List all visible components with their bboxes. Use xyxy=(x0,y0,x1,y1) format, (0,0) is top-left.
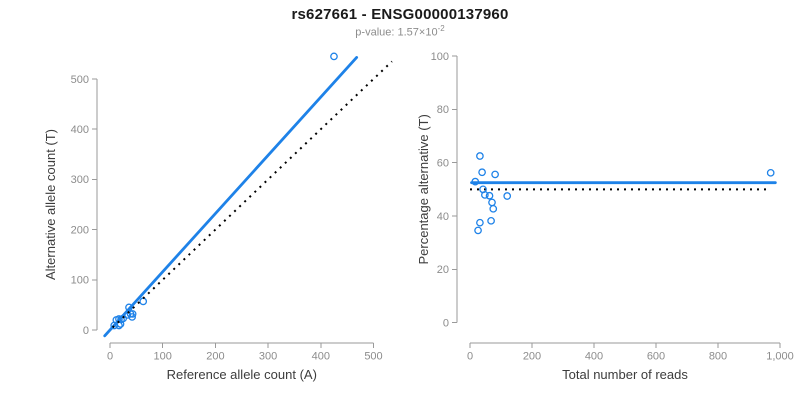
data-point xyxy=(488,198,496,207)
y-axis-title: Percentage alternative (T) xyxy=(416,114,431,264)
x-tick-label: 1,000 xyxy=(766,351,794,363)
data-point xyxy=(476,152,484,160)
x-axis-title: Reference allele count (A) xyxy=(167,367,317,382)
data-point xyxy=(330,52,338,61)
data-point xyxy=(471,177,480,186)
p-value-subtitle: p-value: 1.57×10-2 xyxy=(0,24,800,39)
data-point xyxy=(474,226,482,235)
data-point xyxy=(487,216,495,225)
y-tick-label: 300 xyxy=(71,174,89,186)
x-tick-label: 200 xyxy=(523,351,541,363)
y-tick-label: 500 xyxy=(71,74,89,86)
y-tick-label: 100 xyxy=(71,275,89,287)
y-axis-title: Alternative allele count (T) xyxy=(43,129,58,280)
x-tick-label: 200 xyxy=(206,351,224,363)
x-axis-title: Total number of reads xyxy=(562,367,688,382)
data-point xyxy=(128,310,137,318)
data-point xyxy=(481,191,489,199)
x-tick-label: 400 xyxy=(585,351,603,363)
x-tick-label: 800 xyxy=(709,351,727,363)
data-points xyxy=(471,152,775,235)
y-axis: 0 20 40 60 80 100 Percentage alternative (T) xyxy=(416,51,458,330)
data-point xyxy=(503,192,512,200)
y-tick-label: 400 xyxy=(71,124,89,136)
y-tick-label: 0 xyxy=(83,325,89,337)
data-point xyxy=(116,320,125,328)
data-point xyxy=(476,218,484,227)
data-point xyxy=(485,191,494,200)
x-axis: 0 100 200 300 400 500 Reference allele count (… xyxy=(107,342,383,382)
figure-title: rs627661 - ENSG00000137960 xyxy=(291,6,509,23)
y-tick-label: 60 xyxy=(437,157,449,169)
x-tick-label: 0 xyxy=(467,351,473,363)
identity-line xyxy=(111,60,393,329)
data-point xyxy=(766,168,775,177)
p-value-exponent: -2 xyxy=(437,24,445,33)
data-point xyxy=(489,204,498,213)
y-axis: 0 100 200 300 400 500 Alternative allele count… xyxy=(43,74,98,337)
y-tick-label: 100 xyxy=(431,51,449,63)
x-tick-label: 600 xyxy=(647,351,665,363)
x-tick-label: 0 xyxy=(107,351,113,363)
x-tick-label: 300 xyxy=(259,351,277,363)
y-tick-label: 40 xyxy=(437,211,449,223)
y-tick-label: 0 xyxy=(443,318,449,330)
y-tick-label: 200 xyxy=(71,224,89,236)
y-tick-label: 20 xyxy=(437,264,449,276)
data-point xyxy=(128,313,136,321)
x-axis: 0 200 400 600 800 1,000 Total number of reads xyxy=(467,342,794,382)
fit-line xyxy=(103,56,359,338)
x-tick-label: 500 xyxy=(364,351,382,363)
data-point xyxy=(478,168,486,177)
data-point xyxy=(139,297,148,306)
data-point xyxy=(491,170,499,179)
x-tick-label: 400 xyxy=(312,351,330,363)
y-tick-label: 80 xyxy=(437,104,449,116)
left-panel: 0 100 200 300 400 500 Reference allele count (… xyxy=(43,52,393,382)
x-tick-label: 100 xyxy=(154,351,172,363)
p-value-text: p-value: 1.57×10 xyxy=(355,26,438,39)
data-points xyxy=(110,52,338,330)
